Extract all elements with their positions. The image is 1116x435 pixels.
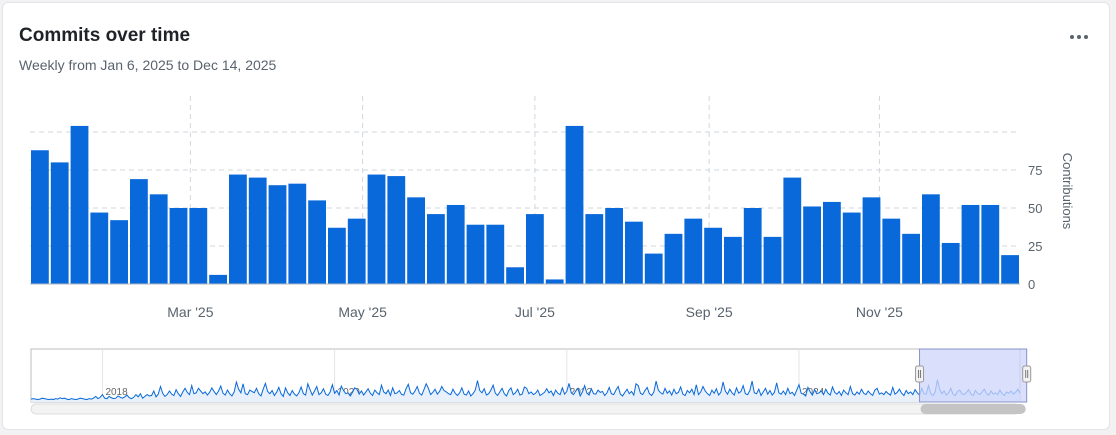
navigator-tick-label-0: 2018 xyxy=(105,387,128,398)
bar-20[interactable] xyxy=(427,214,445,284)
bar-21[interactable] xyxy=(446,204,465,284)
kebab-horizontal-icon[interactable] xyxy=(1065,27,1093,47)
bar-25[interactable] xyxy=(526,214,544,284)
bar-9[interactable] xyxy=(209,274,227,284)
bar-23[interactable] xyxy=(486,224,505,284)
bar-36[interactable] xyxy=(743,208,762,284)
bar-15[interactable] xyxy=(328,227,346,284)
y-axis-label: Contributions xyxy=(1060,153,1075,230)
bar-43[interactable] xyxy=(882,218,901,284)
bar-45[interactable] xyxy=(922,194,940,284)
y-tick-label-3: 75 xyxy=(1028,163,1042,178)
bar-1[interactable] xyxy=(50,162,69,284)
bar-17[interactable] xyxy=(367,174,386,284)
x-tick-label-4: Nov '25 xyxy=(856,304,903,320)
bar-32[interactable] xyxy=(664,233,683,284)
bar-8[interactable] xyxy=(189,208,208,284)
bar-48[interactable] xyxy=(981,204,1000,284)
range-navigator[interactable]: 2018 2020 2022 2024 xyxy=(30,348,1032,415)
bar-6[interactable] xyxy=(149,194,168,284)
navigator-area xyxy=(31,379,1020,402)
bar-26[interactable] xyxy=(545,279,564,284)
bar-3[interactable] xyxy=(90,212,109,284)
handle-body xyxy=(915,365,925,383)
y-tick-label-1: 25 xyxy=(1028,239,1042,254)
bar-24[interactable] xyxy=(506,267,524,284)
bar-5[interactable] xyxy=(130,179,148,284)
bar-22[interactable] xyxy=(466,224,485,284)
bar-4[interactable] xyxy=(110,220,128,284)
bar-31[interactable] xyxy=(644,253,663,284)
bar-2[interactable] xyxy=(70,125,89,284)
x-tick-label-1: May '25 xyxy=(338,304,387,320)
chart-title: Commits over time xyxy=(19,25,191,46)
bar-28[interactable] xyxy=(585,214,604,284)
x-tick-label-0: Mar '25 xyxy=(167,304,213,320)
bar-35[interactable] xyxy=(724,236,742,284)
bar-44[interactable] xyxy=(902,233,920,284)
bar-30[interactable] xyxy=(625,221,643,284)
bar-27[interactable] xyxy=(565,125,584,284)
bar-0[interactable] xyxy=(31,150,49,284)
bar-39[interactable] xyxy=(803,206,821,284)
handle-body xyxy=(1022,365,1032,383)
bar-11[interactable] xyxy=(248,177,267,284)
bar-49[interactable] xyxy=(1001,255,1019,284)
bar-47[interactable] xyxy=(961,204,980,284)
bar-37[interactable] xyxy=(763,236,782,284)
bar-12[interactable] xyxy=(268,185,287,284)
bar-16[interactable] xyxy=(347,218,366,284)
bar-41[interactable] xyxy=(842,212,861,284)
navigator-left-handle[interactable] xyxy=(915,365,925,383)
navigator-line xyxy=(30,379,1021,401)
navigator-right-handle[interactable] xyxy=(1022,365,1032,383)
bar-series[interactable] xyxy=(31,125,1019,284)
y-tick-label-0: 0 xyxy=(1028,277,1035,292)
bar-33[interactable] xyxy=(684,218,703,284)
x-tick-label-3: Sep '25 xyxy=(686,304,733,320)
bar-42[interactable] xyxy=(862,197,881,284)
x-tick-label-2: Jul '25 xyxy=(515,304,555,320)
y-tick-label-2: 50 xyxy=(1028,201,1042,216)
bar-7[interactable] xyxy=(169,208,188,284)
navigator-scrollbar-thumb[interactable] xyxy=(920,404,1026,414)
bar-29[interactable] xyxy=(605,208,623,284)
bar-38[interactable] xyxy=(783,177,802,284)
chart-subtitle: Weekly from Jan 6, 2025 to Dec 14, 2025 xyxy=(19,57,277,73)
navigator-tick-label-1: 2020 xyxy=(338,387,361,398)
bar-19[interactable] xyxy=(407,197,425,284)
bar-34[interactable] xyxy=(704,227,722,284)
bar-18[interactable] xyxy=(387,176,406,284)
bar-46[interactable] xyxy=(941,242,960,284)
bar-40[interactable] xyxy=(823,201,841,284)
navigator-selected-window[interactable] xyxy=(919,348,1028,403)
bar-10[interactable] xyxy=(229,174,247,284)
axes: 0 25 50 75 Mar '25 May '25 Jul '25 Sep '25 Nov '… xyxy=(30,163,1042,320)
bar-13[interactable] xyxy=(288,183,307,284)
bar-14[interactable] xyxy=(308,200,326,284)
navigator-tick-label-2: 2022 xyxy=(570,387,593,398)
navigator-scrollbar-track[interactable] xyxy=(30,403,1021,415)
